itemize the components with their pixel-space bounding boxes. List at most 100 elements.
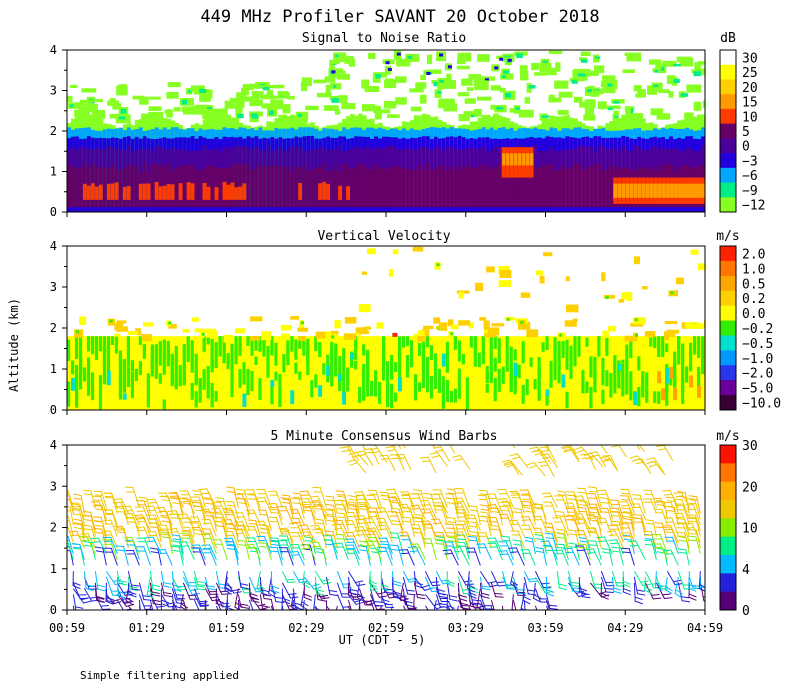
wind-barb [332,516,338,537]
vv-cell [690,249,699,255]
wind-barb [276,508,283,526]
y-tick-label: 0 [50,403,57,417]
vv-cell [318,336,322,357]
wind-barb [67,495,70,497]
wind-barb [227,547,236,551]
wind-barb [312,528,321,531]
vv-cell [521,392,525,404]
wind-barb [175,527,184,543]
snr-colorbar-unit: dB [720,31,736,46]
wind-barb [225,513,234,516]
wind-barb [577,506,586,509]
snr-cell [661,207,666,212]
vv-cell [665,333,676,337]
wind-barb [665,586,673,592]
snr-cell [234,207,240,212]
snr-cell [490,104,496,110]
wind-barb [248,582,251,598]
snr-cell [445,171,451,212]
wind-barb [94,571,99,590]
vv-cell [168,324,177,329]
wind-barb [281,494,290,497]
wind-barb [292,502,301,505]
wind-barb [67,539,70,542]
wind-barb [152,505,162,526]
wind-barb [413,613,420,616]
snr-cell [649,207,654,212]
snr-cell [314,207,319,212]
snr-cell [573,163,578,212]
wind-barb [638,503,646,520]
snr-cell [273,85,280,89]
vv-cell [98,336,104,410]
snr-cell [362,164,367,212]
wind-barb [637,593,646,596]
wind-barb [468,594,477,599]
wind-barb [301,601,309,607]
wind-barb [512,456,521,460]
snr-cell [645,207,650,212]
wind-barb [131,584,140,587]
wind-barb [606,530,615,533]
snr-cell [142,207,148,212]
vv-cell [629,336,633,359]
vv-cell [633,256,640,265]
wind-barb [573,495,582,498]
vv-cell [142,344,146,359]
wind-barb [417,596,426,600]
vv-cell [417,330,425,339]
wind-barb [433,617,440,621]
wind-barb [409,517,415,537]
vv-cell [242,393,247,407]
wind-barb [563,547,572,550]
wind-barb [347,570,359,587]
wind-barb [310,541,319,544]
wind-barb [677,522,686,524]
wind-barb [675,589,683,595]
wind-barb [533,435,541,436]
snr-cell [637,89,646,98]
wind-barb [473,547,481,566]
wind-barb [391,576,395,597]
wind-barb [379,543,388,546]
wind-barb [285,527,294,543]
snr-cell [548,97,562,103]
wind-barb [498,550,507,552]
vv-cell [206,365,210,384]
snr-cell [242,83,254,91]
vv-colorbar: 2.01.00.50.20.0−0.2−0.5−1.0−2.0−5.0−10.0 [719,245,781,412]
snr-cell [405,168,411,212]
wind-barb [596,536,605,539]
wind-barb [427,520,437,537]
wind-barb [363,517,372,520]
vv-cell [689,336,694,410]
wind-barb [193,599,200,610]
vv-cell [290,336,294,352]
wind-barb [347,605,351,610]
vv-cell [513,368,517,387]
vv-cell [106,370,111,386]
snr-cell [701,183,705,198]
vv-cell [653,391,657,403]
wind-barb [181,537,190,540]
wind-barb [657,551,666,554]
wind-barb [164,548,173,566]
wind-barb [461,487,470,508]
wind-barb [150,551,159,554]
wind-barb [334,623,341,627]
snr-cell [441,207,447,212]
vv-panel-title: Vertical Velocity [317,229,450,244]
wind-barb [192,490,201,492]
wind-barb [411,611,419,613]
wind-barb [215,516,224,519]
wind-barb [307,531,316,549]
snr-cell [537,207,543,212]
wind-barb [441,579,450,582]
snr-cell [69,84,78,88]
wind-barb [292,570,301,584]
wind-barb [149,605,151,610]
wind-barb [534,605,538,610]
wind-barb [427,456,437,474]
